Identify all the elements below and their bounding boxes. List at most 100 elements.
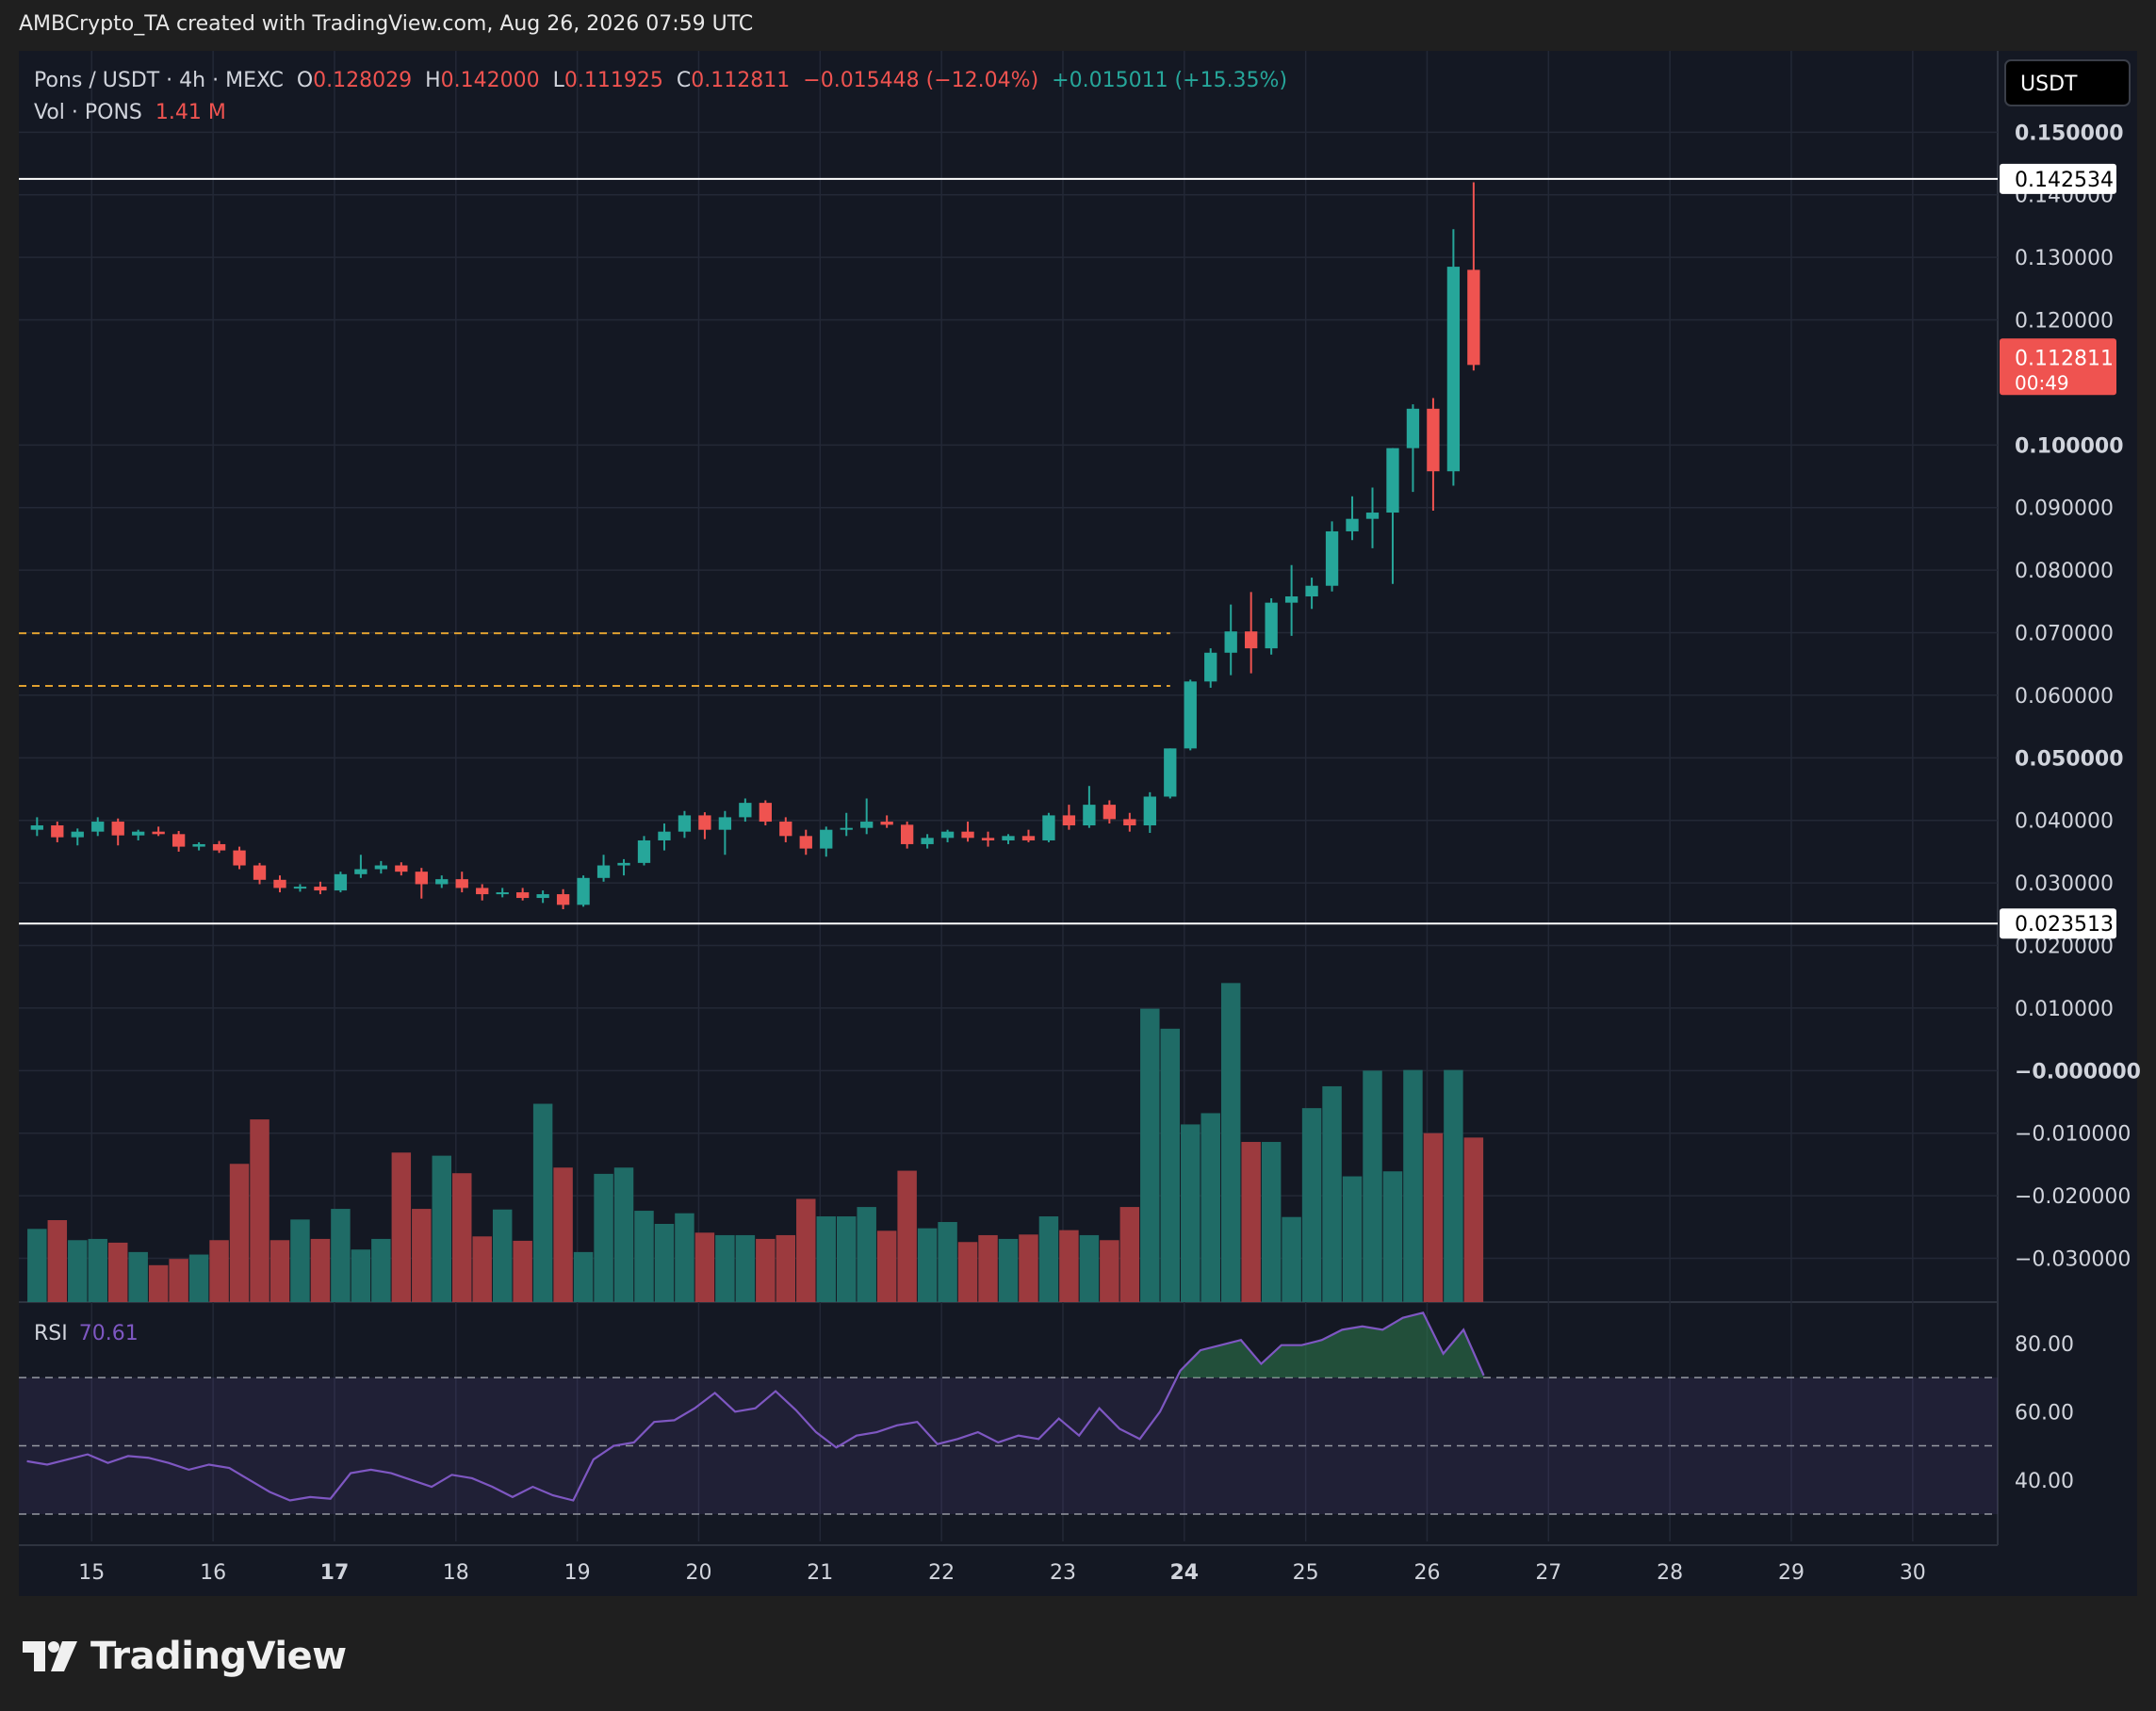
volume-bar: [351, 1249, 371, 1302]
candle-body: [1042, 815, 1055, 840]
candle-body: [900, 824, 914, 844]
volume-bar: [250, 1119, 270, 1302]
volume-bar: [1382, 1171, 1403, 1302]
candle-body: [1386, 448, 1399, 513]
candle-body: [820, 829, 833, 849]
time-tick-label: 17: [320, 1561, 350, 1585]
currency-button-label: USDT: [2020, 73, 2078, 96]
rsi-tick-label: 40.00: [2015, 1470, 2074, 1493]
volume-bar: [857, 1207, 876, 1302]
volume-bar: [88, 1238, 107, 1302]
volume-bar: [452, 1173, 472, 1302]
time-tick-label: 26: [1413, 1561, 1440, 1585]
price-tick-label: 0.050000: [2015, 747, 2124, 771]
volume-bar: [169, 1259, 188, 1302]
rsi-label: RSI: [34, 1322, 68, 1345]
volume-bar: [876, 1230, 897, 1302]
candle-body: [1021, 836, 1036, 840]
candle-body: [334, 873, 348, 891]
volume-bar: [188, 1254, 209, 1302]
volume-bar: [1019, 1234, 1038, 1302]
candle-body: [212, 843, 226, 851]
horizontal-levels: [19, 177, 1998, 925]
last-price-text: 0.112811: [2015, 347, 2114, 370]
currency-button[interactable]: USDT: [2004, 59, 2131, 106]
candle-body: [91, 822, 105, 832]
volume-bar: [1342, 1176, 1363, 1302]
candle-body: [678, 815, 692, 832]
candle-body: [577, 877, 590, 905]
time-tick-label: 22: [928, 1561, 955, 1585]
volume-bar: [1444, 1069, 1463, 1302]
volume-bar: [107, 1242, 128, 1302]
volume-bar: [1241, 1142, 1261, 1302]
price-tick-label: −0.030000: [2015, 1248, 2131, 1272]
legend-low: 0.111925: [564, 69, 663, 92]
candle-body: [940, 831, 955, 839]
time-tick-label: 20: [685, 1561, 711, 1585]
rsi-series-line: [26, 1311, 1485, 1502]
price-tick-label: 0.020000: [2015, 936, 2114, 959]
candle-body: [516, 892, 530, 899]
legend-high: 0.142000: [441, 69, 540, 92]
price-tick-label: 0.080000: [2015, 560, 2114, 583]
candle-body: [1102, 805, 1117, 820]
time-tick-label: 27: [1535, 1561, 1561, 1585]
time-tick-label: 23: [1050, 1561, 1076, 1585]
volume-bar: [1100, 1240, 1119, 1302]
volume-bar: [1079, 1234, 1100, 1302]
legend-symbol: Pons / USDT · 4h · MEXC: [34, 69, 284, 92]
candle-body: [840, 827, 853, 830]
volume-bar: [148, 1264, 169, 1302]
candle-body: [1284, 596, 1298, 603]
candle-body: [921, 838, 934, 844]
candle-body: [1083, 805, 1096, 826]
candle-body: [617, 862, 630, 866]
candle-body: [496, 892, 509, 895]
legend-change-2: +0.015011 (+15.35%): [1052, 69, 1287, 92]
volume-bar: [1363, 1070, 1382, 1302]
price-tick-label: 0.120000: [2015, 310, 2114, 334]
candle-body: [981, 838, 995, 840]
price-tick-label: 0.030000: [2015, 872, 2114, 896]
attribution-bar: AMBCrypto_TA created with TradingView.co…: [0, 0, 2156, 49]
legend-c-key: C: [677, 69, 691, 92]
chart-background: [19, 51, 2137, 1596]
candle-body: [1325, 530, 1339, 586]
candle-body: [1002, 836, 1015, 840]
volume-bar: [128, 1251, 148, 1302]
volume-bar: [1261, 1142, 1282, 1302]
volume-bar: [998, 1238, 1019, 1302]
time-tick-label: 15: [78, 1561, 105, 1585]
rsi-tick-label: 60.00: [2015, 1401, 2074, 1425]
volume-bar: [229, 1164, 250, 1302]
volume-bar: [553, 1167, 573, 1302]
candle-body: [1245, 631, 1258, 649]
price-tick-label: 0.010000: [2015, 998, 2114, 1021]
candle-body: [30, 825, 43, 830]
rsi-axis-ticks: 80.00 60.00 40.00: [2015, 1333, 2074, 1493]
price-label-box: [2000, 908, 2116, 939]
volume-bar: [776, 1234, 796, 1302]
volume-bar: [412, 1209, 432, 1302]
volume-bar: [1038, 1216, 1059, 1302]
candle-body: [1224, 631, 1237, 653]
candle-body: [1143, 796, 1156, 826]
candle-body: [536, 894, 549, 899]
time-tick-label: 28: [1657, 1561, 1683, 1585]
time-tick-label: 24: [1169, 1561, 1199, 1585]
time-axis-ticks: 15 16 17 18 19 20 21 22 23 24 25 26 27 28 29 30: [78, 1561, 1926, 1585]
candle-body: [354, 869, 368, 874]
tradingview-brand: TradingView: [21, 1628, 347, 1685]
price-label-text: 0.142534: [2015, 169, 2114, 192]
volume-bar: [472, 1236, 492, 1302]
price-label-box: [2000, 163, 2116, 194]
volume-bar: [1301, 1108, 1322, 1302]
volume-bar: [331, 1209, 351, 1302]
candle-body: [1123, 819, 1136, 826]
volume-bar: [735, 1234, 756, 1302]
time-tick-label: 19: [564, 1561, 591, 1585]
